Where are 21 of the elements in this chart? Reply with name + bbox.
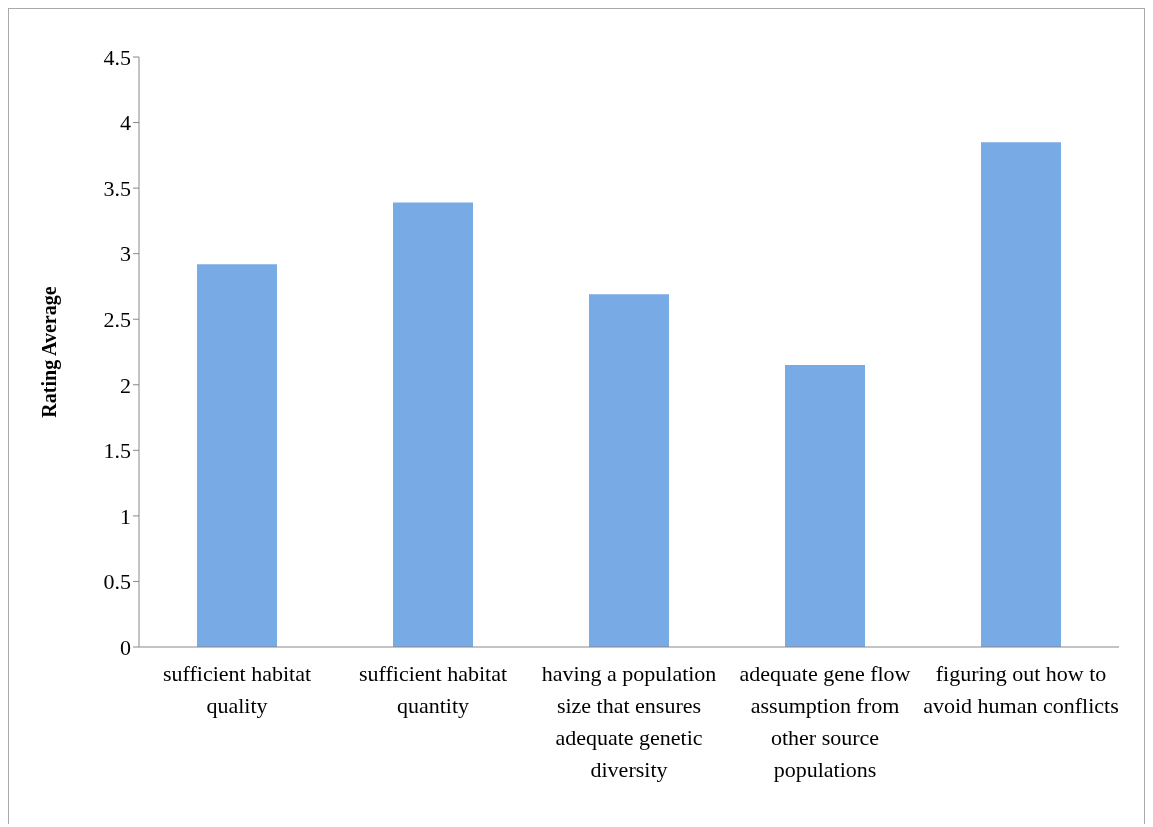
y-axis-title: Rating Average	[38, 286, 62, 418]
y-tick-label: 4.5	[103, 44, 131, 70]
x-tick-label: figuring out how to avoid human conflicts	[923, 661, 1119, 718]
bar	[981, 142, 1061, 647]
x-tick-label: adequate gene flow assumption from other source populations	[739, 661, 911, 782]
y-tick-label: 1	[120, 503, 131, 529]
bar	[197, 264, 277, 647]
x-tick-label: having a population size that ensures adequate genetic diversity	[541, 661, 717, 782]
x-tick-label: sufficient habitat quantity	[358, 661, 508, 718]
y-tick-label: 3.5	[103, 175, 131, 201]
y-tick-label: 0.5	[103, 569, 131, 595]
x-tick-label: sufficient habitat quality	[162, 661, 312, 718]
y-tick-label: 2	[120, 372, 131, 398]
y-tick-label: 3	[120, 241, 131, 267]
y-tick-label: 0	[120, 634, 131, 660]
bar	[589, 294, 669, 647]
y-tick-label: 1.5	[103, 438, 131, 464]
y-tick-label: 4	[120, 110, 131, 136]
bar	[785, 365, 865, 647]
y-tick-label: 2.5	[103, 307, 131, 333]
bar	[393, 202, 473, 647]
